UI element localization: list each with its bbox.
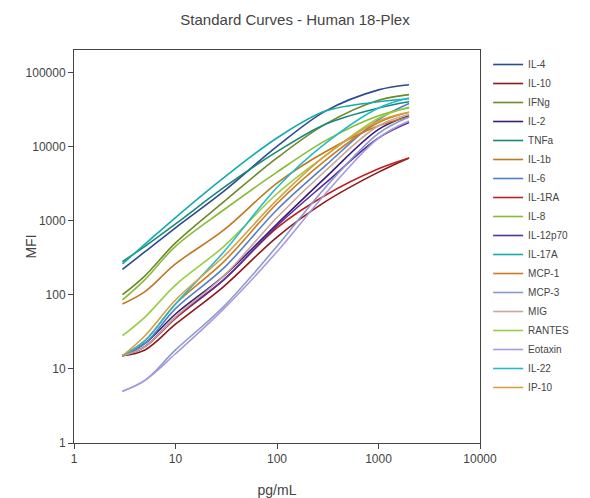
- svg-text:100000: 100000: [26, 66, 66, 80]
- svg-text:Eotaxin: Eotaxin: [528, 344, 561, 355]
- svg-text:1: 1: [71, 452, 78, 466]
- svg-text:IL-4: IL-4: [528, 59, 546, 70]
- svg-text:100: 100: [267, 452, 287, 466]
- svg-text:10: 10: [169, 452, 183, 466]
- svg-text:10: 10: [52, 362, 66, 376]
- svg-text:1000: 1000: [39, 214, 66, 228]
- svg-text:IL-1b: IL-1b: [528, 154, 551, 165]
- svg-text:IL-10: IL-10: [528, 78, 551, 89]
- svg-text:RANTES: RANTES: [528, 325, 569, 336]
- svg-text:MCP-3: MCP-3: [528, 287, 560, 298]
- svg-text:MFI: MFI: [23, 234, 39, 258]
- svg-text:IL-1RA: IL-1RA: [528, 192, 559, 203]
- svg-text:Standard Curves - Human 18-Ple: Standard Curves - Human 18-Plex: [180, 11, 410, 28]
- svg-text:100: 100: [46, 288, 66, 302]
- svg-text:IP-10: IP-10: [528, 382, 552, 393]
- svg-text:TNFa: TNFa: [528, 135, 553, 146]
- svg-text:MCP-1: MCP-1: [528, 268, 560, 279]
- svg-text:10000: 10000: [32, 140, 66, 154]
- svg-text:IL-2: IL-2: [528, 116, 546, 127]
- svg-text:pg/mL: pg/mL: [258, 482, 297, 498]
- svg-text:1000: 1000: [365, 452, 392, 466]
- svg-text:10000: 10000: [463, 452, 497, 466]
- svg-text:IL-17A: IL-17A: [528, 249, 558, 260]
- svg-text:IFNg: IFNg: [528, 97, 550, 108]
- svg-text:1: 1: [59, 436, 66, 450]
- svg-text:IL-8: IL-8: [528, 211, 546, 222]
- svg-text:IL-12p70: IL-12p70: [528, 230, 568, 241]
- svg-text:MIG: MIG: [528, 306, 547, 317]
- svg-text:IL-22: IL-22: [528, 363, 551, 374]
- svg-text:IL-6: IL-6: [528, 173, 546, 184]
